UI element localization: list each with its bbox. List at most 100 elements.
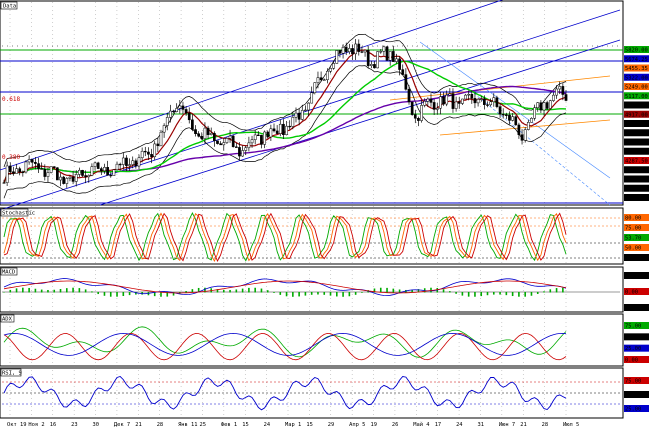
price-candle [282, 123, 285, 136]
macd-histogram-bar [298, 292, 300, 297]
price-candle [49, 166, 53, 173]
price-candle [319, 77, 323, 81]
x-tick-label: 26 [392, 422, 399, 428]
macd-histogram-bar [172, 292, 175, 296]
price-candle [68, 176, 72, 179]
price-scale-label: 4814.45 [625, 122, 648, 128]
rsi-scale-label: 25.00 [625, 407, 641, 413]
macd-histogram-bar [22, 287, 24, 293]
price-scale-label: 5249.00 [625, 85, 648, 91]
price-candle [542, 102, 546, 111]
price-candle [206, 127, 210, 135]
price-candle [40, 168, 44, 170]
price-candle [508, 114, 511, 121]
macd-histogram-bar [34, 288, 37, 293]
price-candle [369, 64, 373, 66]
price-candle [228, 135, 232, 139]
macd-histogram-bar [53, 289, 56, 293]
price-scale-label: 5455.35 [625, 66, 648, 72]
price-candle [184, 109, 188, 114]
macd-histogram-bar [9, 289, 12, 293]
adx-plus-di [3, 326, 567, 358]
price-candle [112, 169, 116, 176]
x-tick-label: 25 [199, 422, 206, 428]
macd-histogram-bar [204, 287, 206, 293]
price-candle [432, 102, 436, 110]
price-candle [348, 48, 351, 53]
adx-pane-title: ADX [2, 317, 13, 323]
macd-histogram-bar [122, 292, 125, 296]
macd-histogram-bar [153, 292, 156, 297]
price-candle [191, 119, 194, 130]
price-candle [382, 46, 386, 52]
macd-histogram-bar [417, 289, 420, 293]
macd-histogram-bar [536, 292, 539, 294]
price-candle [341, 47, 345, 54]
price-candle [109, 174, 113, 177]
price-candle [150, 154, 153, 158]
price-candle [162, 125, 166, 133]
price-candle [65, 178, 69, 184]
price-scale-label-box [624, 129, 649, 137]
price-scale-label: 5322.00 [625, 75, 648, 81]
bollinger-upper [3, 33, 567, 168]
x-tick-label: Ноя 2 [28, 422, 44, 428]
price-candle [558, 86, 562, 90]
x-axis: Окт 19 Ноя 2 16 23 30 Дек 7 21 28 Янв 11 25 Фев 1 1… [7, 422, 579, 428]
macd-histogram-bar [229, 289, 231, 293]
macd-histogram-bar [15, 288, 18, 293]
x-tick-label: 28 [157, 422, 164, 428]
price-candle [143, 150, 147, 153]
price-candle [445, 94, 449, 105]
stochastic-scale-label: 80.00 [625, 216, 641, 222]
macd-histogram-bar [562, 287, 564, 293]
macd-histogram-bar [40, 289, 43, 293]
price-candle [5, 165, 9, 183]
price-candle [134, 160, 138, 167]
price-candle [106, 167, 109, 176]
price-candle [552, 94, 555, 101]
price-candle [483, 98, 486, 105]
macd-histogram-bar [373, 288, 376, 293]
fib-label-upper: 0.618 [2, 96, 20, 103]
stochastic-slow [3, 212, 567, 263]
price-scale-label: 4287.50 [625, 159, 648, 165]
stochastic-pane-frame [0, 207, 624, 265]
price-candle [103, 167, 106, 172]
price-candle [451, 93, 455, 109]
price-candle [413, 114, 417, 119]
price-scale-label: 4177.70 [625, 168, 648, 174]
price-candle [8, 165, 12, 172]
price-candle [197, 133, 201, 137]
price-candle [96, 162, 100, 169]
price-candle [178, 105, 182, 109]
price-scale-label-box [624, 64, 649, 72]
macd-histogram-bar [109, 292, 112, 297]
x-tick-label: Июл 5 [563, 422, 579, 428]
macd-histogram-bar [549, 289, 552, 293]
macd-histogram-bar [72, 287, 74, 293]
price-candle [250, 139, 254, 144]
price-candle [62, 176, 66, 184]
price-scale-label: 3980.00 [625, 177, 648, 183]
fib-label-lower: 0.380 [2, 154, 20, 161]
macd-histogram-bar [492, 292, 495, 295]
price-candle [272, 128, 276, 132]
price-scale-label-box [624, 157, 649, 164]
price-candle [388, 51, 392, 61]
macd-histogram-bar [91, 291, 93, 293]
stochastic-pane [2, 211, 620, 263]
price-candle [517, 124, 521, 135]
macd-histogram-bar [336, 292, 338, 297]
price-candle [209, 132, 213, 135]
x-tick-label: Апр 5 [349, 422, 365, 428]
macd-histogram-bar [411, 289, 413, 293]
adx-pane [3, 326, 567, 361]
price-candle [128, 164, 131, 166]
macd-histogram-bar [499, 292, 501, 295]
price-candle [354, 43, 357, 55]
macd-histogram-bar [379, 287, 382, 293]
price-candle [175, 108, 179, 112]
price-candle [52, 166, 56, 168]
price-candle [294, 112, 298, 118]
